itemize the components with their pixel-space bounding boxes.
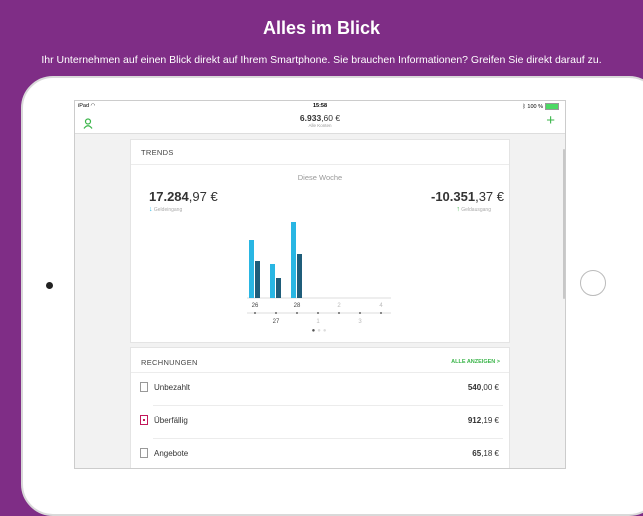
divider <box>153 438 503 439</box>
divider <box>131 372 509 373</box>
chart-tick-dot <box>275 312 277 314</box>
divider <box>131 164 509 165</box>
chart-bar <box>297 254 302 298</box>
chart-tick-dot <box>296 312 298 314</box>
income-label: ↓ Geldeingang <box>149 206 183 213</box>
page-dot: ● <box>322 328 329 334</box>
headline: Alles im Blick <box>262 18 381 38</box>
row-label: Angebote <box>154 449 189 458</box>
chart-bar <box>255 261 260 298</box>
income-amount: 17.284,97 € <box>149 189 218 204</box>
pagination-dots[interactable]: ●●● <box>131 328 509 334</box>
status-carrier: iPad ◠ <box>78 103 96 109</box>
row-amount: 65,18 € <box>472 449 499 458</box>
row-amount: 912,19 € <box>467 416 499 425</box>
divider <box>153 405 503 406</box>
add-icon[interactable]: + <box>546 112 555 129</box>
expense-label: ↑ Geldausgang <box>456 206 491 213</box>
battery-icon <box>545 103 559 110</box>
invoice-row-unpaid[interactable]: Unbezahlt 540,00 € <box>131 373 509 405</box>
nav-bar: 6.933,60 € Alle Konten + <box>75 111 565 134</box>
chart-bar <box>276 278 281 298</box>
status-time: 15:58 <box>312 103 328 109</box>
document-icon <box>140 448 148 458</box>
document-icon <box>140 382 148 392</box>
trends-chart[interactable]: 26 28 2 4 27 1 3 <box>131 140 509 342</box>
chart-tick-label: 4 <box>379 303 383 309</box>
page-dot: ● <box>317 328 323 334</box>
total-balance-subtitle: Alle Konten <box>308 123 332 128</box>
chart-tick-dot <box>359 312 361 314</box>
chart-tick-label: 3 <box>358 319 362 325</box>
scrollbar[interactable] <box>563 149 565 299</box>
chart-tick-label: 27 <box>273 319 280 325</box>
wifi-icon: ◠ <box>90 103 96 109</box>
subline: Ihr Unternehmen auf einen Blick direkt a… <box>41 54 602 66</box>
chart-tick-label: 1 <box>316 319 320 325</box>
status-bar: iPad ◠ 15:58 ᛒ 100 % <box>75 101 565 111</box>
row-amount: 540,00 € <box>467 383 499 392</box>
chart-tick-label: 28 <box>294 303 301 309</box>
chart-bar <box>270 264 275 298</box>
camera-dot <box>46 282 53 289</box>
chart-bar <box>249 240 254 298</box>
status-battery: ᛒ 100 % <box>523 103 559 110</box>
total-balance[interactable]: 6.933,60 € <box>299 113 341 123</box>
document-alert-icon <box>140 415 148 425</box>
page-dot: ● <box>311 328 318 334</box>
rechnungen-card: RECHNUNGEN ALLE ANZEIGEN > Unbezahlt 540… <box>130 347 510 468</box>
invoice-row-quotes[interactable]: Angebote 65,18 € <box>131 439 509 468</box>
chart-tick-dot <box>380 312 382 314</box>
app-screen: iPad ◠ 15:58 ᛒ 100 % 6.933,60 € Alle Kon… <box>74 100 566 469</box>
row-label: Überfällig <box>154 416 188 425</box>
chart-tick-label: 26 <box>252 303 259 309</box>
expense-amount: -10.351,37 € <box>430 189 504 204</box>
home-button[interactable] <box>580 270 606 296</box>
chart-tick-dot <box>254 312 256 314</box>
rechnungen-title: RECHNUNGEN <box>141 358 198 367</box>
chart-bar <box>291 222 296 298</box>
week-label: Diese Woche <box>297 173 343 182</box>
arrow-down-icon: ↓ <box>149 206 153 213</box>
show-all-link[interactable]: ALLE ANZEIGEN > <box>451 359 500 365</box>
bluetooth-icon: ᛒ <box>522 103 526 110</box>
row-label: Unbezahlt <box>154 383 191 392</box>
trends-card: TRENDS Diese Woche 17.284,97 € ↓ Geldein… <box>130 139 510 343</box>
chart-tick-label: 2 <box>337 303 341 309</box>
chart-tick-dot <box>317 312 319 314</box>
trends-title: TRENDS <box>141 148 174 157</box>
arrow-up-icon: ↑ <box>456 206 460 213</box>
user-icon[interactable] <box>83 116 93 129</box>
chart-tick-dot <box>338 312 340 314</box>
invoice-row-overdue[interactable]: Überfällig 912,19 € <box>131 406 509 438</box>
